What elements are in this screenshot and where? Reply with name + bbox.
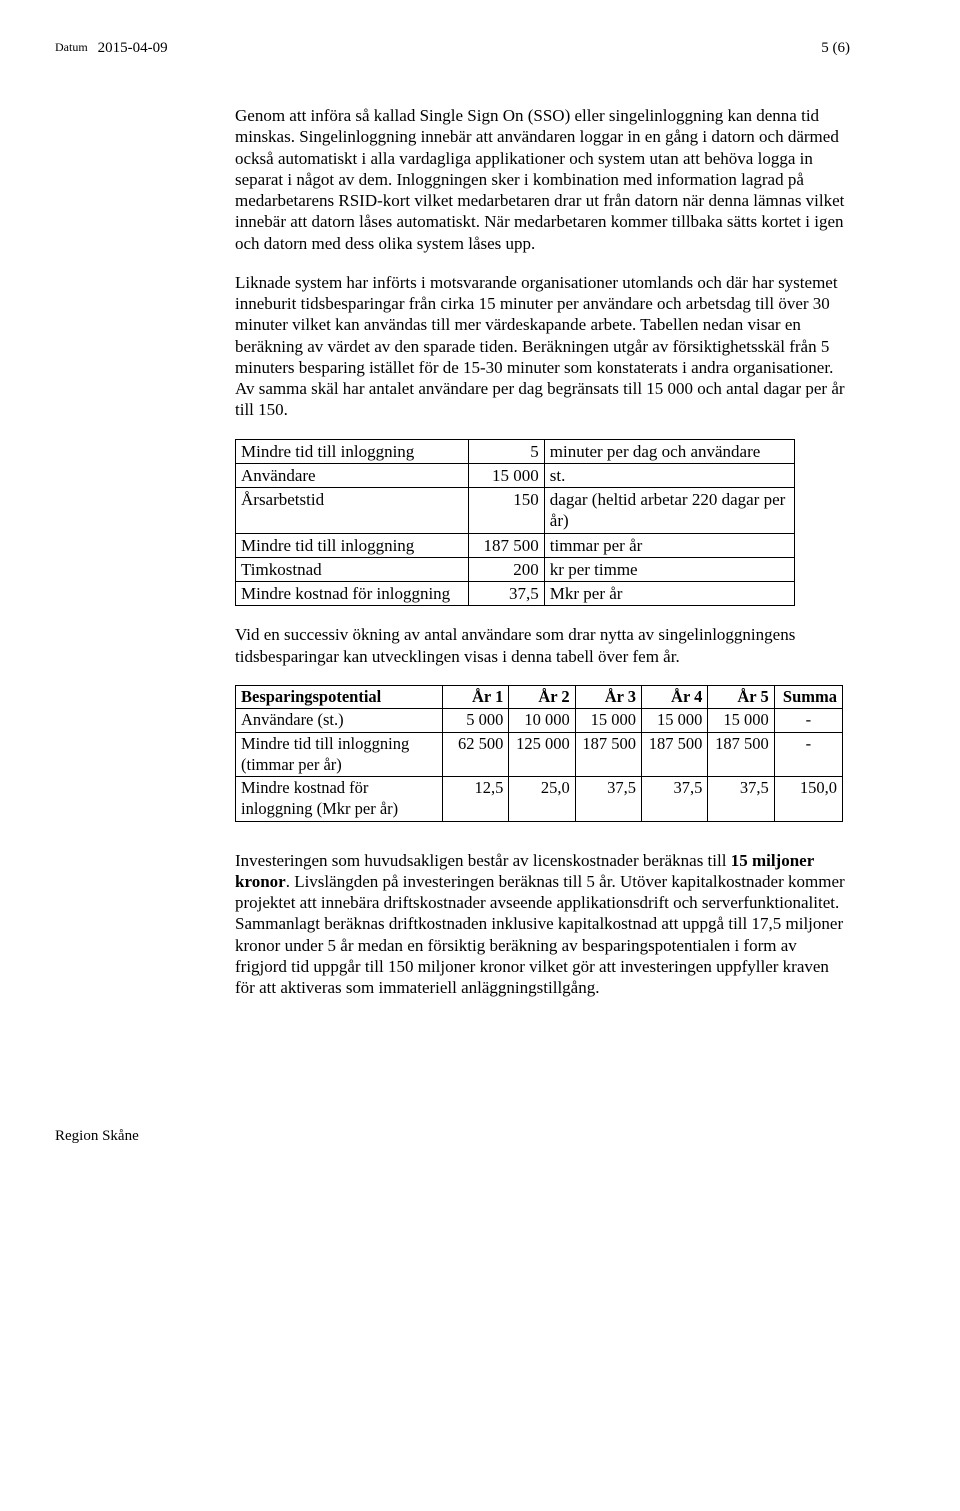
calc-unit: timmar per år (544, 533, 794, 557)
calc-label: Användare (236, 463, 469, 487)
savings-cell: 37,5 (575, 777, 641, 821)
savings-cell: 37,5 (708, 777, 774, 821)
table-row: Mindre kostnad för inloggning (Mkr per å… (236, 777, 843, 821)
table-row: Användare (st.) 5 000 10 000 15 000 15 0… (236, 709, 843, 733)
savings-cell: 5 000 (443, 709, 509, 733)
calc-unit: Mkr per år (544, 582, 794, 606)
savings-cell: 125 000 (509, 733, 575, 777)
content-body: Genom att införa så kallad Single Sign O… (235, 105, 850, 998)
calc-label: Mindre kostnad för inloggning (236, 582, 469, 606)
savings-header: År 1 (443, 685, 509, 709)
paragraph-2: Liknade system har införts i motsvarande… (235, 272, 850, 421)
calc-label: Timkostnad (236, 557, 469, 581)
calc-value: 187 500 (469, 533, 545, 557)
calc-label: Mindre tid till inloggning (236, 439, 469, 463)
savings-cell: 15 000 (642, 709, 708, 733)
calc-unit: dagar (heltid arbetar 220 dagar per år) (544, 488, 794, 534)
table-row: Mindre kostnad för inloggning 37,5 Mkr p… (236, 582, 795, 606)
page: Datum 2015-04-09 5 (6) Genom att införa … (0, 0, 960, 1195)
paragraph-1: Genom att införa så kallad Single Sign O… (235, 105, 850, 254)
savings-header: År 2 (509, 685, 575, 709)
calc-value: 5 (469, 439, 545, 463)
calc-unit: kr per timme (544, 557, 794, 581)
calc-value: 15 000 (469, 463, 545, 487)
savings-header: År 4 (642, 685, 708, 709)
savings-header: Besparingspotential (236, 685, 443, 709)
table-row: Årsarbetstid 150 dagar (heltid arbetar 2… (236, 488, 795, 534)
calc-unit: minuter per dag och användare (544, 439, 794, 463)
p4-text-a: Investeringen som huvudsakligen består a… (235, 851, 731, 870)
table-header-row: Besparingspotential År 1 År 2 År 3 År 4 … (236, 685, 843, 709)
p4-text-c: . Livslängden på investeringen beräknas … (235, 872, 845, 997)
footer-org: Region Skåne (55, 1128, 850, 1145)
savings-header: År 3 (575, 685, 641, 709)
calc-unit: st. (544, 463, 794, 487)
header-date: 2015-04-09 (98, 40, 168, 57)
page-number: 5 (6) (821, 40, 850, 57)
header-left: Datum 2015-04-09 (55, 40, 168, 57)
savings-cell: 15 000 (575, 709, 641, 733)
calc-label: Mindre tid till inloggning (236, 533, 469, 557)
datum-label: Datum (55, 40, 88, 57)
savings-cell: 12,5 (443, 777, 509, 821)
savings-cell: 37,5 (642, 777, 708, 821)
savings-header: Summa (774, 685, 842, 709)
table-row: Mindre tid till inloggning 5 minuter per… (236, 439, 795, 463)
calculation-table: Mindre tid till inloggning 5 minuter per… (235, 439, 795, 607)
savings-cell: 187 500 (575, 733, 641, 777)
savings-table: Besparingspotential År 1 År 2 År 3 År 4 … (235, 685, 843, 822)
savings-cell: - (774, 733, 842, 777)
paragraph-4: Investeringen som huvudsakligen består a… (235, 850, 850, 999)
savings-cell: 187 500 (708, 733, 774, 777)
table-row: Mindre tid till inloggning (timmar per å… (236, 733, 843, 777)
savings-label: Mindre tid till inloggning (timmar per å… (236, 733, 443, 777)
savings-cell: 150,0 (774, 777, 842, 821)
calc-value: 200 (469, 557, 545, 581)
savings-label: Mindre kostnad för inloggning (Mkr per å… (236, 777, 443, 821)
page-header: Datum 2015-04-09 5 (6) (55, 40, 850, 57)
savings-cell: 15 000 (708, 709, 774, 733)
savings-cell: 62 500 (443, 733, 509, 777)
savings-cell: 187 500 (642, 733, 708, 777)
savings-header: År 5 (708, 685, 774, 709)
calc-value: 150 (469, 488, 545, 534)
savings-label: Användare (st.) (236, 709, 443, 733)
savings-cell: 10 000 (509, 709, 575, 733)
calc-value: 37,5 (469, 582, 545, 606)
calc-label: Årsarbetstid (236, 488, 469, 534)
savings-cell: - (774, 709, 842, 733)
savings-cell: 25,0 (509, 777, 575, 821)
table-row: Mindre tid till inloggning 187 500 timma… (236, 533, 795, 557)
table-row: Användare 15 000 st. (236, 463, 795, 487)
table-row: Timkostnad 200 kr per timme (236, 557, 795, 581)
paragraph-3: Vid en successiv ökning av antal använda… (235, 624, 850, 667)
